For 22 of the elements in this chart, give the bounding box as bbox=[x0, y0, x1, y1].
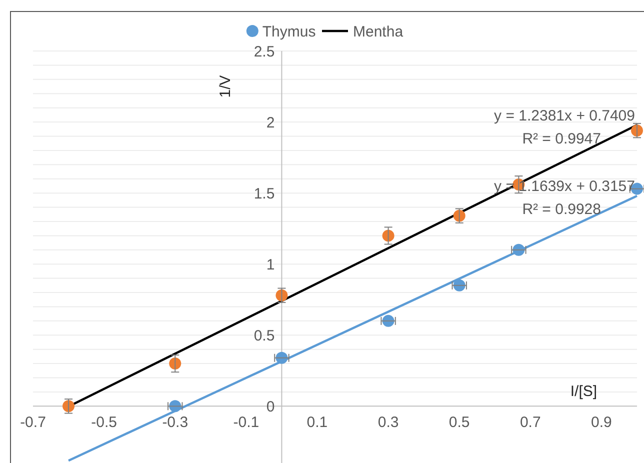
legend-label: Thymus bbox=[262, 23, 316, 40]
y-tick-label: 0.5 bbox=[254, 327, 275, 344]
x-tick-label: 0.1 bbox=[306, 414, 328, 432]
x-tick-label: 0.5 bbox=[448, 414, 470, 432]
annotation: R² = 0.9947 bbox=[522, 130, 601, 148]
x-tick-label: -0.5 bbox=[91, 414, 117, 432]
y-tick-label: 2 bbox=[266, 114, 275, 132]
y-tick-label: 2.5 bbox=[254, 43, 275, 60]
x-tick-label: 0.3 bbox=[378, 414, 399, 432]
y-tick-label: 1 bbox=[266, 256, 275, 274]
y-tick-label: 1.5 bbox=[254, 185, 275, 202]
x-tick-label: -0.7 bbox=[20, 414, 46, 432]
legend-label: Mentha bbox=[353, 23, 404, 40]
annotation: y = 1.2381x + 0.7409 bbox=[494, 107, 635, 124]
x-tick-label: 0.9 bbox=[591, 414, 612, 432]
y-axis-title: 1/V bbox=[216, 75, 234, 98]
annotation: R² = 0.9928 bbox=[522, 201, 601, 218]
x-tick-label: -0.3 bbox=[162, 414, 188, 432]
x-axis-title: I/[S] bbox=[570, 383, 598, 400]
y-tick-label: 0 bbox=[266, 398, 275, 416]
x-tick-label: -0.1 bbox=[233, 414, 260, 432]
x-tick-label: 0.7 bbox=[520, 414, 541, 432]
